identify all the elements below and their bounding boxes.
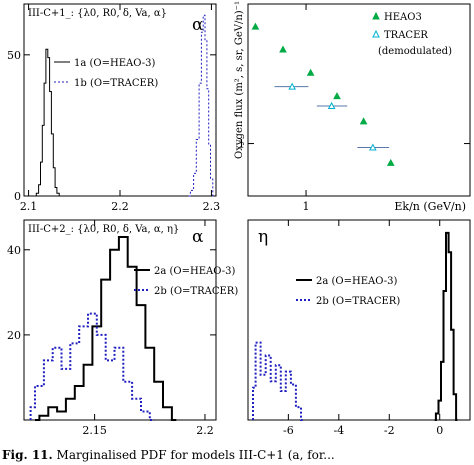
p1-ytick-label-0: 0 bbox=[14, 190, 21, 203]
p4-frame bbox=[247, 219, 471, 421]
p2-point-1-0 bbox=[288, 82, 297, 90]
p2-ytick-label-0: 1 bbox=[238, 138, 245, 151]
p1-xtick-label-0: 2.1 bbox=[20, 200, 38, 213]
p2-frame bbox=[247, 3, 471, 197]
p4-legend-label-0: 2a (O=HEAO-3) bbox=[316, 276, 398, 287]
p2-xlabel: Ek/n (GeV/n) bbox=[394, 200, 466, 213]
p2-xtick-label-0: 1 bbox=[303, 200, 310, 213]
panel-p1: 2.1 2.2 2.3 0 50 III-C+1_: {λ0, R0, δ, Va, α}… bbox=[7, 3, 221, 213]
p1-legend-label-1: 1b (O=TRACER) bbox=[74, 78, 158, 89]
p3-series-0 bbox=[35, 236, 177, 421]
panel-p4: -6 -4 -2 0 η 2a (O=HEAO-3) 2b (O=TRACER) bbox=[247, 219, 471, 437]
p2-point-0-4 bbox=[359, 117, 368, 125]
p2-point-0-2 bbox=[306, 68, 315, 76]
p4-xtick-label-2: -2 bbox=[384, 424, 395, 437]
p4-legend-label-1: 2b (O=TRACER) bbox=[316, 296, 400, 307]
p1-series-1 bbox=[188, 14, 215, 197]
p2-legend-label-0: HEAO3 bbox=[384, 12, 422, 23]
p4-series-0 bbox=[434, 231, 458, 421]
p2-point-0-3 bbox=[333, 92, 341, 100]
p3-frame bbox=[23, 219, 217, 421]
p2-legend-marker-1 bbox=[372, 29, 380, 38]
p1-legend-label-0: 1a (O=HEAO-3) bbox=[74, 58, 156, 69]
p3-parameter-symbol: α bbox=[192, 227, 204, 247]
p4-parameter-symbol: η bbox=[258, 227, 268, 247]
p4-xtick-label-0: -6 bbox=[283, 424, 294, 437]
panel-p3: 2.15 2.2 20 40 III-C+2_: {λ0, R0, δ, Va, α, … bbox=[7, 219, 238, 437]
p2-point-1-1 bbox=[327, 101, 336, 109]
p4-xtick-label-3: 0 bbox=[436, 424, 443, 437]
p2-ylabel: Oxygen flux (m², s, sr, GeV/n)⁻¹ bbox=[234, 1, 245, 159]
p1-series-0 bbox=[35, 48, 61, 197]
p3-legend-label-0: 2a (O=HEAO-3) bbox=[154, 266, 236, 277]
p2-legend-sublabel-1: (demodulated) bbox=[378, 46, 452, 57]
figure-caption: Fig. 11. Marginalised PDF for models III… bbox=[2, 448, 474, 462]
caption-text: Marginalised PDF for models III-C+1 (a, … bbox=[56, 448, 335, 462]
caption-label: Fig. 11. bbox=[2, 448, 53, 462]
p3-legend-label-1: 2b (O=TRACER) bbox=[154, 286, 238, 297]
p1-parameter-symbol: α bbox=[192, 15, 204, 35]
panel-p2: 1 1 HEAO3 TRACER (demodulated) Ek/n (GeV/n) Ox… bbox=[234, 1, 471, 213]
p3-ytick-label-0: 20 bbox=[7, 329, 21, 342]
p3-title: III-C+2_: {λ0, R0, δ, Va, α, η} bbox=[28, 224, 179, 235]
p2-point-0-0 bbox=[251, 22, 260, 30]
p1-ytick-label-1: 50 bbox=[7, 49, 21, 62]
p3-xtick-label-0: 2.15 bbox=[82, 424, 107, 437]
p3-ytick-label-1: 40 bbox=[7, 244, 21, 257]
p4-xtick-label-1: -4 bbox=[333, 424, 344, 437]
p3-xtick-label-1: 2.2 bbox=[196, 424, 214, 437]
p1-xtick-label-2: 2.3 bbox=[203, 200, 221, 213]
p1-xtick-label-1: 2.2 bbox=[111, 200, 129, 213]
p2-point-1-2 bbox=[369, 143, 377, 151]
p2-legend-label-1: TRACER bbox=[384, 30, 428, 41]
p2-point-0-5 bbox=[386, 158, 395, 166]
p2-point-0-1 bbox=[279, 45, 287, 53]
p3-series-1 bbox=[29, 312, 155, 421]
panels: 2.1 2.2 2.3 0 50 III-C+1_: {λ0, R0, δ, Va, α}… bbox=[7, 1, 471, 437]
p2-legend-marker-0 bbox=[372, 11, 380, 20]
p1-title: III-C+1_: {λ0, R0, δ, Va, α} bbox=[28, 8, 167, 19]
